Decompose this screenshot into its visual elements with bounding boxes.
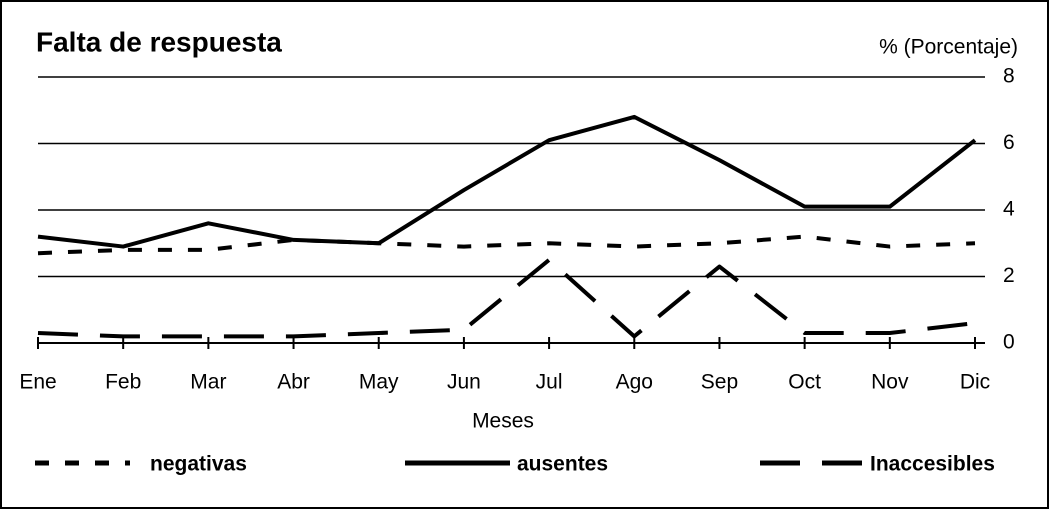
y-tick-label: 6: [1003, 131, 1015, 154]
y-tick-label: 2: [1003, 264, 1015, 287]
y-tick-label: 0: [1003, 331, 1015, 354]
x-tick-label: Jun: [447, 371, 481, 394]
x-axis-label: Meses: [472, 410, 534, 433]
y-tick-label: 4: [1003, 198, 1015, 221]
x-tick-label: Feb: [105, 371, 141, 394]
x-tick-label: Sep: [701, 371, 738, 394]
series-line: [37, 114, 977, 249]
legend-label: Inaccesibles: [870, 453, 995, 476]
x-tick-label: Ene: [19, 371, 56, 394]
x-tick-label: Jul: [536, 371, 563, 394]
chart-title: Falta de respuesta: [36, 26, 282, 57]
series-line: [37, 257, 976, 339]
x-tick-label: Mar: [190, 371, 226, 394]
y-axis-label: % (Porcentaje): [879, 36, 1018, 59]
x-tick-label: Nov: [871, 371, 909, 394]
legend-label: negativas: [150, 453, 247, 476]
x-tick-label: Oct: [788, 371, 821, 394]
x-tick-label: Abr: [277, 371, 310, 394]
x-tick-label: Ago: [616, 371, 653, 394]
y-tick-label: 8: [1003, 65, 1015, 88]
series-line: [37, 234, 976, 256]
x-tick-label: May: [359, 371, 399, 394]
x-tick-label: Dic: [960, 371, 990, 394]
legend-label: ausentes: [517, 453, 608, 476]
